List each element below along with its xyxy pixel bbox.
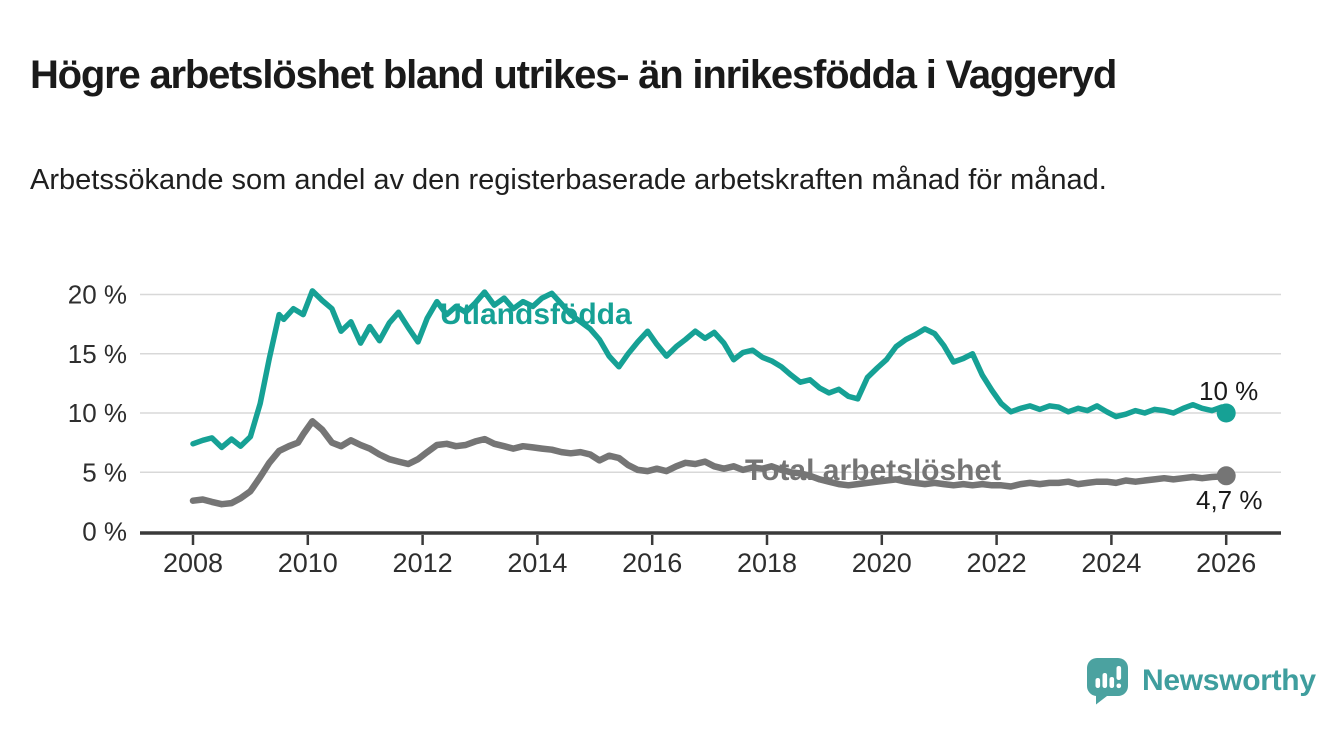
x-tick-label: 2022 <box>967 548 1027 578</box>
y-tick-label: 20 % <box>68 280 127 310</box>
y-tick-label: 10 % <box>68 398 127 428</box>
end-value-label-utlandsfodda: 10 % <box>1199 376 1258 406</box>
x-tick-label: 2016 <box>622 548 682 578</box>
page-subtitle: Arbetssökande som andel av den registerb… <box>30 164 1107 196</box>
brand-name: Newsworthy <box>1142 663 1316 697</box>
x-tick-label: 2014 <box>507 548 567 578</box>
logo-exclamation-dot <box>1116 683 1122 689</box>
logo-bar-2 <box>1102 673 1108 688</box>
newsworthy-logo: Newsworthy <box>1085 656 1316 705</box>
logo-bar-1 <box>1095 678 1101 688</box>
x-tick-label: 2018 <box>737 548 797 578</box>
x-tick-label: 2012 <box>393 548 453 578</box>
y-tick-label: 5 % <box>82 457 127 487</box>
logo-bubble-shape <box>1086 658 1128 705</box>
page-title: Högre arbetslöshet bland utrikes- än inr… <box>30 52 1117 97</box>
y-tick-label: 15 % <box>68 339 127 369</box>
newsworthy-logo-icon <box>1086 658 1128 705</box>
x-tick-label: 2024 <box>1081 548 1141 578</box>
x-tick-label: 2008 <box>163 548 223 578</box>
series-label-utlandsfodda: Utlandsfödda <box>440 298 632 331</box>
y-tick-label: 0 % <box>82 517 127 547</box>
series-end-dot-utlandsfodda <box>1216 403 1236 423</box>
logo-exclamation-bar <box>1116 666 1122 680</box>
series-line-total <box>189 418 1230 508</box>
series-end-dot-total <box>1216 466 1236 486</box>
x-tick-label: 2010 <box>278 548 338 578</box>
series-label-total: Total arbetslöshet <box>745 454 1001 487</box>
series-line-utlandsfodda <box>190 288 1229 451</box>
x-tick-label: 2020 <box>852 548 912 578</box>
x-tick-label: 2026 <box>1196 548 1256 578</box>
end-value-label-total: 4,7 % <box>1196 485 1263 515</box>
logo-bar-3 <box>1109 677 1115 688</box>
